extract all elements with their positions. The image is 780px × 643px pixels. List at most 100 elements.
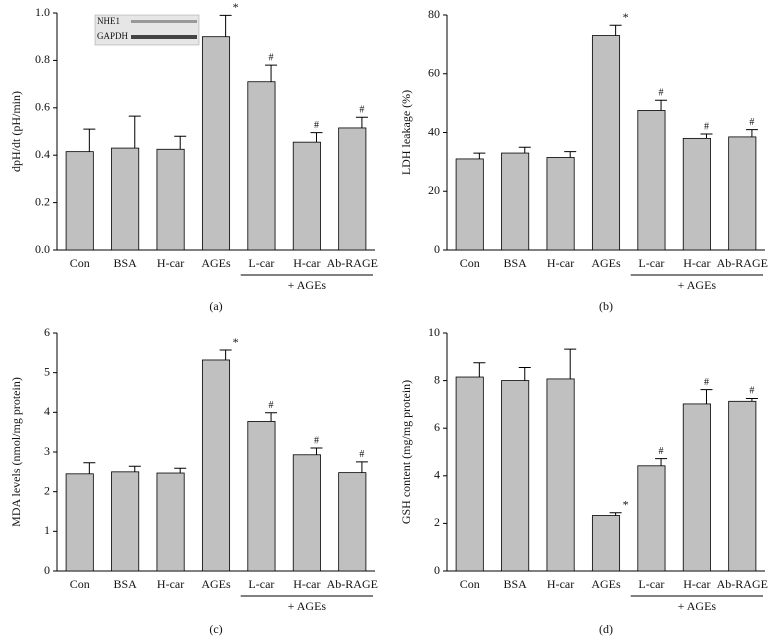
x-tick-label: Ab-RAGE (717, 577, 768, 591)
bar (201, 36, 231, 251)
x-tick-label: AGEs (591, 577, 621, 591)
error-bar (310, 447, 323, 455)
panel: 0 1 2 3 4 5 6 MDA levels (nmol/mg protein) (c) Co… (9, 325, 378, 636)
bar (455, 376, 484, 572)
bar (728, 400, 757, 572)
y-tick-label: 60 (428, 66, 440, 80)
error-bar (265, 64, 278, 82)
group-label: + AGEs (678, 599, 717, 613)
bar (501, 380, 530, 572)
x-tick-label: BSA (113, 577, 137, 591)
y-tick-label: 0 (44, 563, 50, 577)
x-tick-label: H-car (547, 577, 574, 591)
error-bar (355, 116, 368, 128)
significance-mark: # (704, 121, 709, 132)
x-tick-label: H-car (547, 256, 574, 270)
bar (338, 472, 367, 572)
x-tick-label: L-car (638, 256, 664, 270)
error-bar (219, 349, 232, 360)
group-label: + AGEs (678, 278, 717, 292)
x-tick-label: H-car (683, 577, 710, 591)
bar (338, 127, 367, 251)
y-tick-label: 8 (434, 372, 440, 386)
x-tick-label: Ab-RAGE (327, 256, 378, 270)
error-bar (128, 115, 141, 149)
x-tick-label: H-car (157, 577, 184, 591)
error-bar (700, 389, 713, 404)
x-tick-label: BSA (113, 256, 137, 270)
bar (637, 465, 666, 572)
blot-band (131, 20, 197, 23)
error-bar (655, 99, 668, 111)
error-bar (265, 412, 278, 422)
significance-mark: # (359, 449, 364, 460)
error-bar (564, 348, 577, 379)
y-tick-label: 4 (434, 468, 440, 482)
bar (292, 141, 321, 251)
panel-label: (d) (599, 622, 613, 636)
x-tick-label: BSA (503, 577, 527, 591)
y-axis-label: GSH content (mg/mg protein) (399, 380, 413, 524)
x-tick-label: Con (70, 256, 90, 270)
error-bar (174, 467, 187, 474)
bar (201, 359, 231, 572)
panel: 0 2 4 6 8 10 GSH content (mg/mg protein) (d) Con… (399, 325, 768, 636)
y-tick-label: 0.8 (35, 52, 50, 66)
significance-mark: # (659, 87, 664, 98)
bar (247, 421, 276, 572)
y-tick-label: 0 (434, 563, 440, 577)
x-tick-label: H-car (293, 256, 320, 270)
significance-mark: # (659, 446, 664, 457)
panel-label: (a) (209, 299, 222, 313)
x-tick-label: H-car (157, 256, 184, 270)
panel-label: (b) (599, 299, 613, 313)
error-bar (700, 133, 713, 139)
x-tick-label: H-car (293, 577, 320, 591)
significance-mark: * (623, 10, 629, 24)
error-bar (745, 129, 758, 137)
y-tick-label: 4 (44, 404, 50, 418)
x-tick-label: Con (460, 577, 480, 591)
y-tick-label: 2 (434, 515, 440, 529)
inset-label: GAPDH (97, 31, 129, 41)
x-tick-label: AGEs (201, 577, 231, 591)
significance-mark: * (623, 497, 629, 511)
blot-band (131, 35, 197, 39)
y-tick-label: 0.4 (35, 147, 50, 161)
error-bar (355, 461, 368, 473)
bar (591, 35, 621, 251)
significance-mark: * (233, 335, 239, 349)
y-tick-label: 0.6 (35, 100, 50, 114)
bar (682, 403, 711, 572)
panel: 0 20 40 60 80 LDH leakage (%) (b) Con BSA H-car AG… (399, 7, 768, 313)
y-tick-label: 0.0 (35, 242, 50, 256)
y-tick-label: 0.2 (35, 194, 50, 208)
significance-mark: # (269, 52, 274, 63)
y-tick-label: 1 (44, 523, 50, 537)
error-bar (310, 132, 323, 143)
error-bar (609, 512, 622, 516)
x-tick-label: Con (70, 577, 90, 591)
y-tick-label: 3 (44, 444, 50, 458)
bar (156, 148, 185, 251)
y-tick-label: 40 (428, 124, 440, 138)
significance-mark: # (749, 386, 754, 397)
error-bar (564, 151, 577, 158)
bar (501, 152, 530, 251)
y-tick-label: 1.0 (35, 5, 50, 19)
x-tick-label: L-car (248, 577, 274, 591)
y-tick-label: 80 (428, 7, 440, 21)
x-tick-label: L-car (248, 256, 274, 270)
x-tick-label: Ab-RAGE (717, 256, 768, 270)
y-tick-label: 2 (44, 483, 50, 497)
y-tick-label: 20 (428, 183, 440, 197)
bar (455, 158, 484, 251)
error-bar (518, 146, 531, 154)
error-bar (473, 362, 486, 378)
y-tick-label: 6 (434, 420, 440, 434)
bar (728, 136, 757, 251)
x-tick-label: Con (460, 256, 480, 270)
error-bar (128, 465, 141, 472)
y-tick-label: 5 (44, 364, 50, 378)
